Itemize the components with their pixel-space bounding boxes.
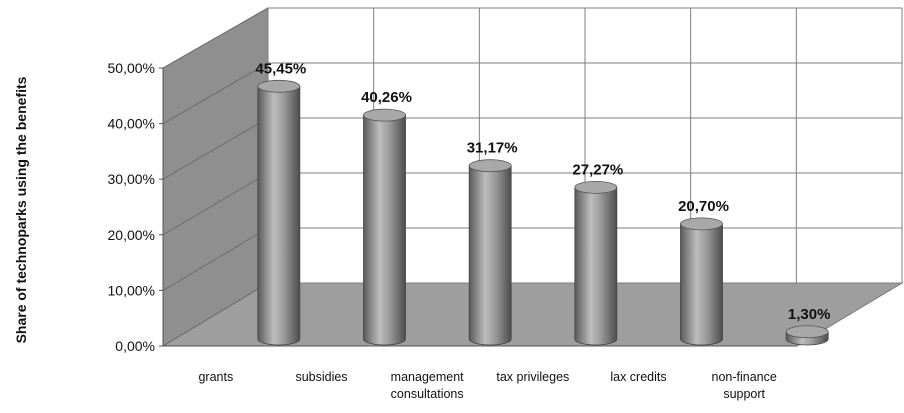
y-tick-label: 20,00% xyxy=(108,227,155,243)
bar-top xyxy=(574,180,618,194)
bar-top xyxy=(468,159,512,173)
y-tick-label: 50,00% xyxy=(108,60,155,76)
x-axis-ticks: grants subsidies management consultations ta… xyxy=(198,370,776,401)
data-label: 45,45% xyxy=(255,60,306,77)
x-tick-label: lax credits xyxy=(610,370,666,384)
y-tick-label: 0,00% xyxy=(115,338,155,354)
y-tick-label: 30,00% xyxy=(108,171,155,187)
bar-body xyxy=(468,165,512,346)
bar xyxy=(468,159,512,346)
bar xyxy=(363,108,406,346)
bar xyxy=(680,217,723,346)
y-tick-label: 10,00% xyxy=(108,282,155,298)
y-tick-label: 40,00% xyxy=(108,116,155,132)
x-tick-label: management consultations xyxy=(391,370,464,401)
bar xyxy=(257,79,301,346)
bar-body xyxy=(257,85,301,346)
y-axis-title: Share of technoparks using the benefits xyxy=(13,76,29,344)
bar-body xyxy=(680,223,723,346)
bar-series xyxy=(257,79,829,346)
data-label: 27,27% xyxy=(572,161,623,178)
bar-body xyxy=(363,114,406,346)
y-axis-ticks: 0,00% 10,00% 20,00% 30,00% 40,00% 50,00% xyxy=(108,60,163,354)
gridline-side xyxy=(162,62,269,125)
bar-top xyxy=(257,79,301,93)
data-label: 40,26% xyxy=(361,89,412,106)
x-tick-label: tax privileges xyxy=(496,370,569,384)
data-labels: 45,45% 40,26% 31,17% 27,27% 20,70% 1,30% xyxy=(255,60,830,322)
bar xyxy=(785,325,829,346)
bar xyxy=(574,180,618,346)
x-tick-label: grants xyxy=(198,370,233,384)
gridline-side xyxy=(162,282,269,347)
bar-top xyxy=(680,217,723,231)
x-tick-label: non-finance support xyxy=(712,370,777,401)
bar-top xyxy=(785,325,829,339)
gridline-side xyxy=(162,117,269,180)
bar-top xyxy=(363,108,406,122)
data-label: 20,70% xyxy=(678,198,729,215)
data-label: 31,17% xyxy=(467,140,518,157)
gridline-side xyxy=(162,7,269,69)
bar-body xyxy=(574,186,618,346)
y-axis-title-container: Share of technoparks using the benefits xyxy=(4,20,38,400)
data-label: 1,30% xyxy=(788,306,831,323)
x-tick-label: subsidies xyxy=(295,370,347,384)
gridline-side xyxy=(162,227,269,291)
gridline-side xyxy=(162,172,269,236)
